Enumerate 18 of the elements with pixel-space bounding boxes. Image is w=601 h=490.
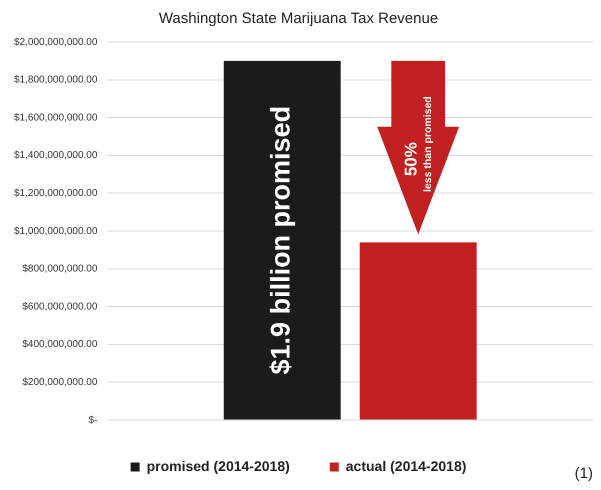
y-tick-label: $1,400,000,000.00 — [14, 150, 98, 162]
annotation: less than promised — [422, 96, 434, 192]
y-tick-label: $800,000,000.00 — [22, 264, 98, 275]
legend-label: promised (2014-2018) — [146, 458, 290, 474]
y-tick-label: $600,000,000.00 — [22, 301, 98, 312]
annotation: $1.9 billion promised — [266, 106, 296, 374]
y-tick-label: $- — [88, 414, 98, 426]
y-tick-label: $200,000,000.00 — [22, 376, 98, 388]
y-tick-label: $2,000,000,000.00 — [14, 36, 98, 48]
chart-title: Washington State Marijuana Tax Revenue — [158, 10, 438, 28]
y-tick-label: $400,000,000.00 — [22, 339, 98, 350]
annotation: 50% — [402, 142, 421, 176]
y-tick-label: $1,000,000,000.00 — [14, 226, 98, 237]
y-tick-label: $1,600,000,000.00 — [14, 112, 98, 124]
legend-label: actual (2014-2018) — [346, 458, 466, 474]
y-tick-label: $1,200,000,000.00 — [14, 188, 98, 199]
y-tick-label: $1,800,000,000.00 — [14, 74, 98, 86]
text: (1) — [574, 465, 593, 482]
